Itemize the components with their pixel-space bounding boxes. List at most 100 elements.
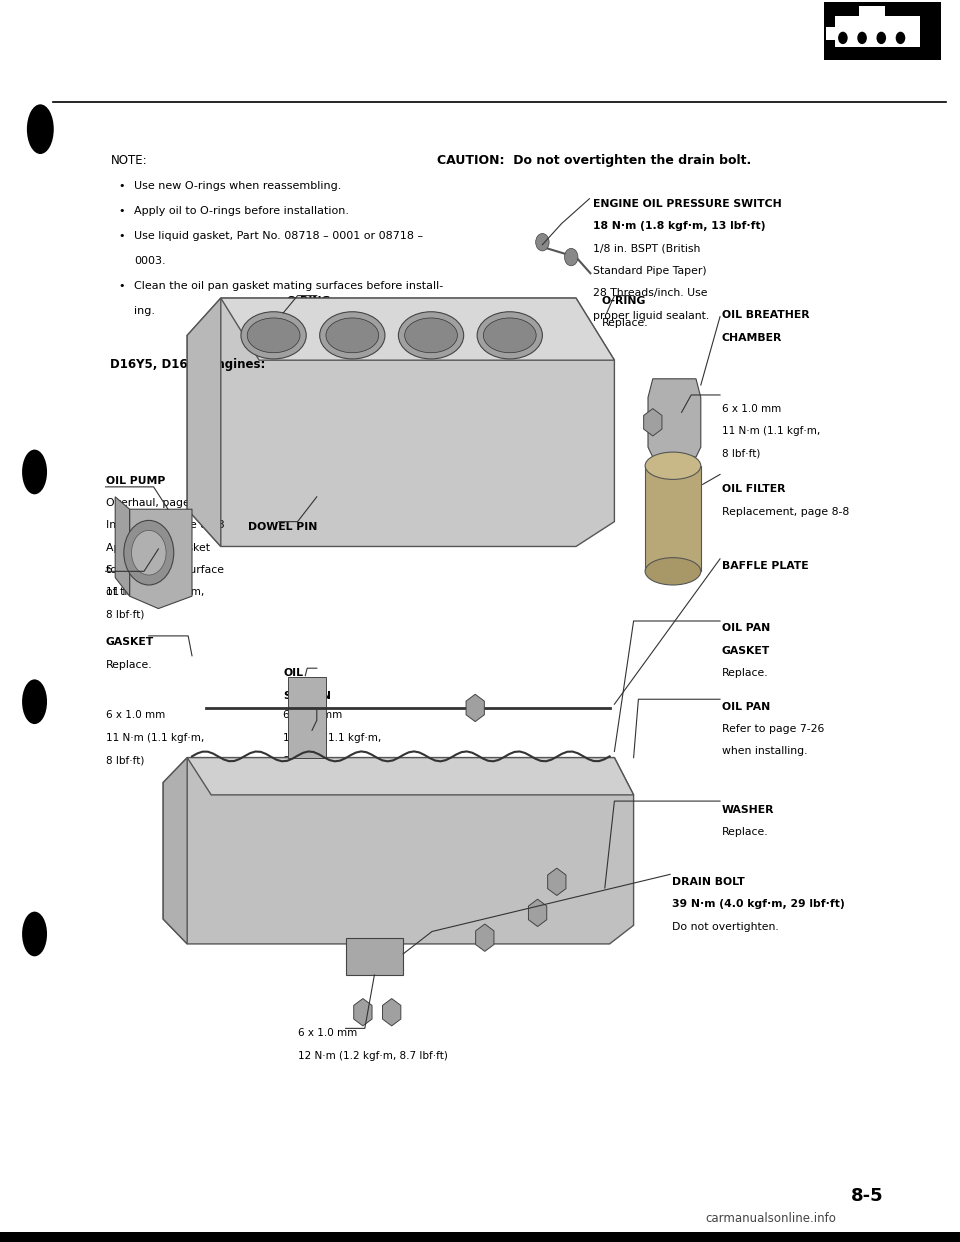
Text: 8 lbf·ft): 8 lbf·ft) (283, 755, 322, 765)
Polygon shape (187, 298, 221, 546)
Ellipse shape (27, 104, 54, 154)
Text: 8 lbf·ft): 8 lbf·ft) (722, 448, 760, 458)
Text: 6 x 1.0 mm: 6 x 1.0 mm (106, 710, 165, 720)
Polygon shape (163, 758, 187, 944)
Text: 11 N·m (1.1 kgf·m,: 11 N·m (1.1 kgf·m, (106, 587, 204, 597)
Polygon shape (475, 924, 494, 951)
Text: Standard Pipe Taper): Standard Pipe Taper) (593, 266, 707, 276)
Bar (826, 27, 837, 40)
Text: Refer to page 7-26: Refer to page 7-26 (722, 724, 825, 734)
Text: 8 lbf·ft): 8 lbf·ft) (106, 610, 144, 620)
Text: Apply liquid gasket: Apply liquid gasket (106, 543, 209, 553)
Text: OIL PUMP: OIL PUMP (106, 476, 165, 486)
Text: CAUTION:  Do not overtighten the drain bolt.: CAUTION: Do not overtighten the drain bo… (437, 154, 751, 166)
Text: •: • (118, 281, 125, 291)
Ellipse shape (483, 318, 536, 353)
Text: 6 x 1.0 mm: 6 x 1.0 mm (298, 1028, 357, 1038)
Ellipse shape (132, 530, 166, 575)
Text: SCREEN: SCREEN (283, 691, 331, 700)
Polygon shape (528, 899, 547, 927)
Text: proper liquid sealant.: proper liquid sealant. (593, 310, 709, 320)
Text: Replace.: Replace. (722, 668, 769, 678)
Ellipse shape (320, 312, 385, 359)
Text: OIL PAN: OIL PAN (722, 702, 770, 712)
Bar (0, 1232, 960, 1242)
Polygon shape (353, 999, 372, 1026)
Text: carmanualsonline.info: carmanualsonline.info (706, 1212, 836, 1225)
Text: 39 N·m (4.0 kgf·m, 29 lbf·ft): 39 N·m (4.0 kgf·m, 29 lbf·ft) (672, 899, 845, 909)
Ellipse shape (398, 312, 464, 359)
Text: to the mating surface: to the mating surface (106, 565, 224, 575)
Text: NOTE:: NOTE: (110, 154, 147, 166)
Text: •: • (118, 181, 125, 191)
Ellipse shape (326, 318, 378, 353)
Text: 1/8 in. BSPT (British: 1/8 in. BSPT (British (593, 243, 701, 253)
Circle shape (876, 32, 886, 45)
Polygon shape (648, 379, 701, 457)
Text: O-RING: O-RING (602, 296, 646, 306)
Ellipse shape (124, 520, 174, 585)
Text: GASKET: GASKET (722, 646, 770, 656)
Bar (645, 466, 701, 571)
Text: OIL BREATHER: OIL BREATHER (722, 310, 809, 320)
Text: O-RING: O-RING (286, 296, 330, 306)
Text: 11 N·m (1.1 kgf·m,: 11 N·m (1.1 kgf·m, (106, 733, 204, 743)
Polygon shape (130, 509, 192, 609)
Text: Clean the oil pan gasket mating surfaces before install-: Clean the oil pan gasket mating surfaces… (134, 281, 444, 291)
Text: 28 Threads/inch. Use: 28 Threads/inch. Use (593, 288, 708, 298)
Ellipse shape (22, 912, 47, 956)
Text: •: • (118, 206, 125, 216)
Circle shape (564, 248, 578, 266)
Polygon shape (547, 868, 566, 895)
Text: when installing.: when installing. (722, 746, 807, 756)
Text: OIL PAN: OIL PAN (722, 623, 770, 633)
Circle shape (896, 32, 905, 45)
Polygon shape (643, 409, 662, 436)
Ellipse shape (645, 452, 701, 479)
Text: Replace.: Replace. (722, 827, 769, 837)
Polygon shape (382, 999, 401, 1026)
Text: 6 x 1.0 mm: 6 x 1.0 mm (722, 404, 781, 414)
Text: D16Y5, D16Y8 engines:: D16Y5, D16Y8 engines: (110, 358, 266, 370)
Text: Replace.: Replace. (286, 318, 333, 328)
Ellipse shape (645, 558, 701, 585)
Ellipse shape (405, 318, 457, 353)
Text: OIL FILTER: OIL FILTER (722, 484, 785, 494)
Text: Inspection, page 8-13: Inspection, page 8-13 (106, 520, 225, 530)
Text: DRAIN BOLT: DRAIN BOLT (672, 877, 745, 887)
Bar (859, 6, 884, 22)
Polygon shape (187, 758, 634, 795)
Text: CHAMBER: CHAMBER (722, 333, 782, 343)
Polygon shape (221, 298, 614, 360)
Text: Replace.: Replace. (106, 660, 153, 669)
Text: •: • (118, 231, 125, 241)
Bar (835, 16, 920, 47)
Text: GASKET: GASKET (106, 637, 154, 647)
Ellipse shape (22, 679, 47, 724)
Text: ing.: ing. (134, 306, 156, 315)
Ellipse shape (477, 312, 542, 359)
Text: 0003.: 0003. (134, 256, 166, 266)
Polygon shape (115, 497, 130, 596)
Ellipse shape (22, 450, 47, 494)
Polygon shape (187, 298, 614, 546)
Text: Use liquid gasket, Part No. 08718 – 0001 or 08718 –: Use liquid gasket, Part No. 08718 – 0001… (134, 231, 423, 241)
Text: 8-5: 8-5 (851, 1187, 883, 1205)
Polygon shape (466, 694, 485, 722)
Ellipse shape (247, 318, 300, 353)
Bar (824, 2, 941, 60)
Text: 18 N·m (1.8 kgf·m, 13 lbf·ft): 18 N·m (1.8 kgf·m, 13 lbf·ft) (593, 221, 766, 231)
Polygon shape (288, 677, 326, 758)
Circle shape (838, 32, 848, 45)
Text: Overhaul, page 8-12: Overhaul, page 8-12 (106, 498, 217, 508)
Text: ENGINE OIL PRESSURE SWITCH: ENGINE OIL PRESSURE SWITCH (593, 199, 782, 209)
Text: DOWEL PIN: DOWEL PIN (248, 522, 317, 532)
Polygon shape (163, 758, 634, 944)
Text: 8 lbf·ft): 8 lbf·ft) (106, 755, 144, 765)
Text: 11 N·m (1.1 kgf·m,: 11 N·m (1.1 kgf·m, (722, 426, 820, 436)
Circle shape (536, 233, 549, 251)
Text: 12 N·m (1.2 kgf·m, 8.7 lbf·ft): 12 N·m (1.2 kgf·m, 8.7 lbf·ft) (298, 1051, 447, 1061)
Text: WASHER: WASHER (722, 805, 775, 815)
Polygon shape (346, 938, 403, 975)
Text: Replace.: Replace. (602, 318, 649, 328)
